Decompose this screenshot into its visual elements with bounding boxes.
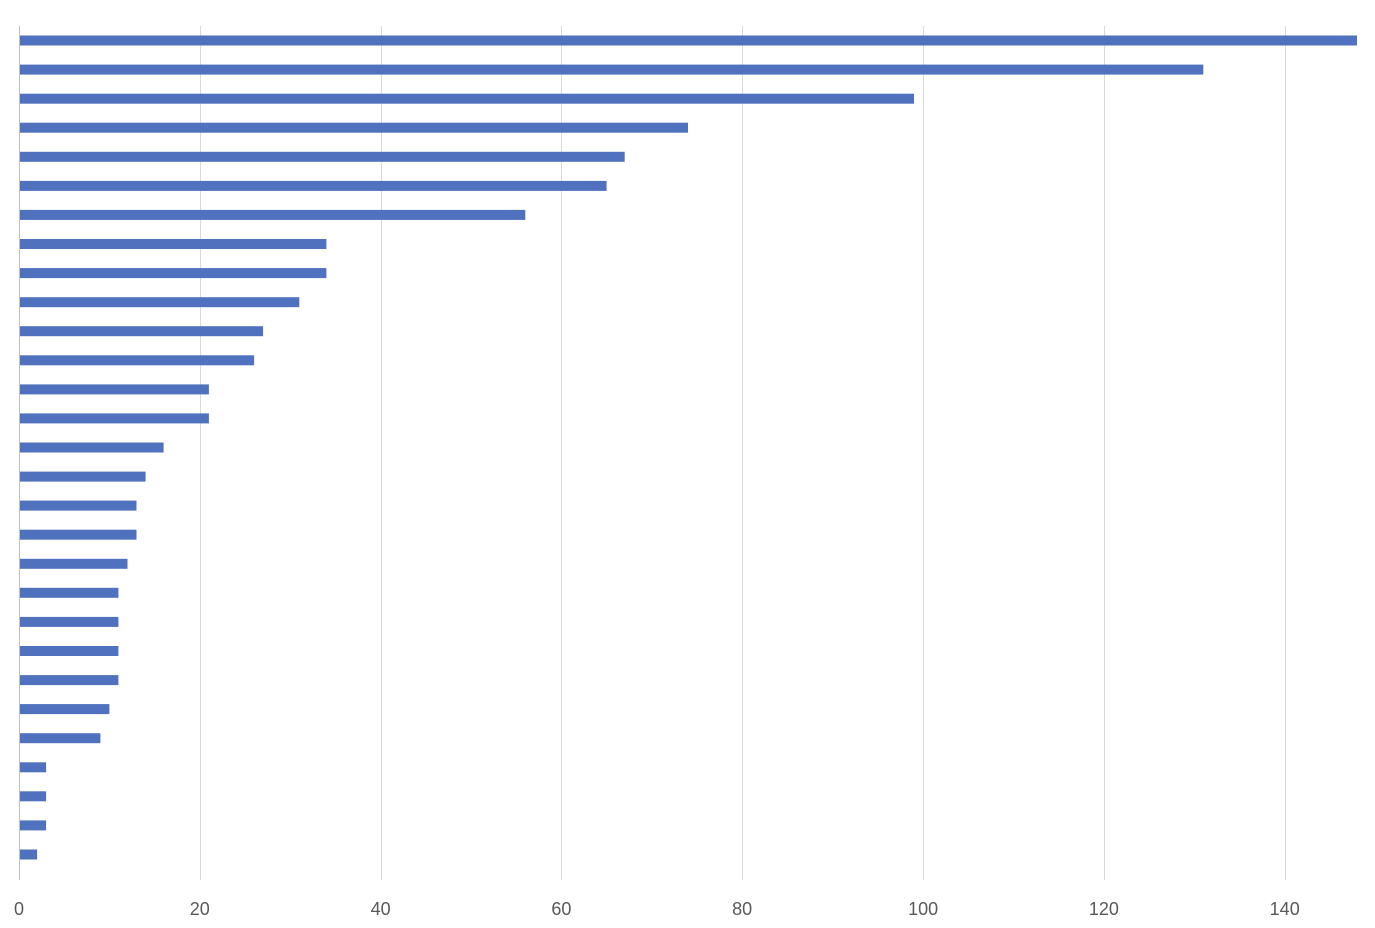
x-tick-label: 0 [14, 899, 24, 919]
bar-22 [19, 646, 119, 656]
bar-3 [19, 93, 914, 104]
bar-15 [19, 442, 164, 453]
x-tick-label: 100 [908, 899, 938, 919]
x-tick-labels: 0 20 40 60 80 100 120 140 [14, 899, 1300, 919]
bar-8 [19, 239, 327, 249]
bar-25 [19, 733, 101, 744]
bar-26 [19, 762, 47, 773]
bar-1 [19, 35, 1357, 46]
bar-14 [19, 413, 209, 424]
bar-10 [19, 297, 300, 308]
x-tick-label: 60 [551, 899, 571, 919]
gridlines [200, 26, 1286, 880]
bar-21 [19, 616, 119, 627]
bar-4 [19, 122, 688, 133]
bar-17 [19, 500, 137, 511]
x-tick-label: 120 [1089, 899, 1119, 919]
bar-5 [19, 151, 625, 162]
bar-2 [19, 64, 1204, 75]
x-tick-label: 20 [190, 899, 210, 919]
bar-16 [19, 471, 146, 482]
bar-28 [19, 820, 47, 831]
bar-9 [19, 268, 327, 279]
bar-29 [19, 849, 38, 860]
bar-19 [19, 558, 128, 569]
bar-23 [19, 675, 119, 686]
bar-27 [19, 791, 47, 802]
bar-18 [19, 529, 137, 540]
bar-12 [19, 355, 255, 366]
bar-20 [19, 587, 119, 598]
x-tick-label: 40 [371, 899, 391, 919]
bar-24 [19, 704, 110, 715]
bars [19, 35, 1357, 860]
x-tick-label: 140 [1270, 899, 1300, 919]
bar-11 [19, 326, 264, 337]
x-tick-label: 80 [732, 899, 752, 919]
bar-7 [19, 209, 526, 220]
bar-6 [19, 180, 607, 191]
bar-13 [19, 384, 209, 395]
